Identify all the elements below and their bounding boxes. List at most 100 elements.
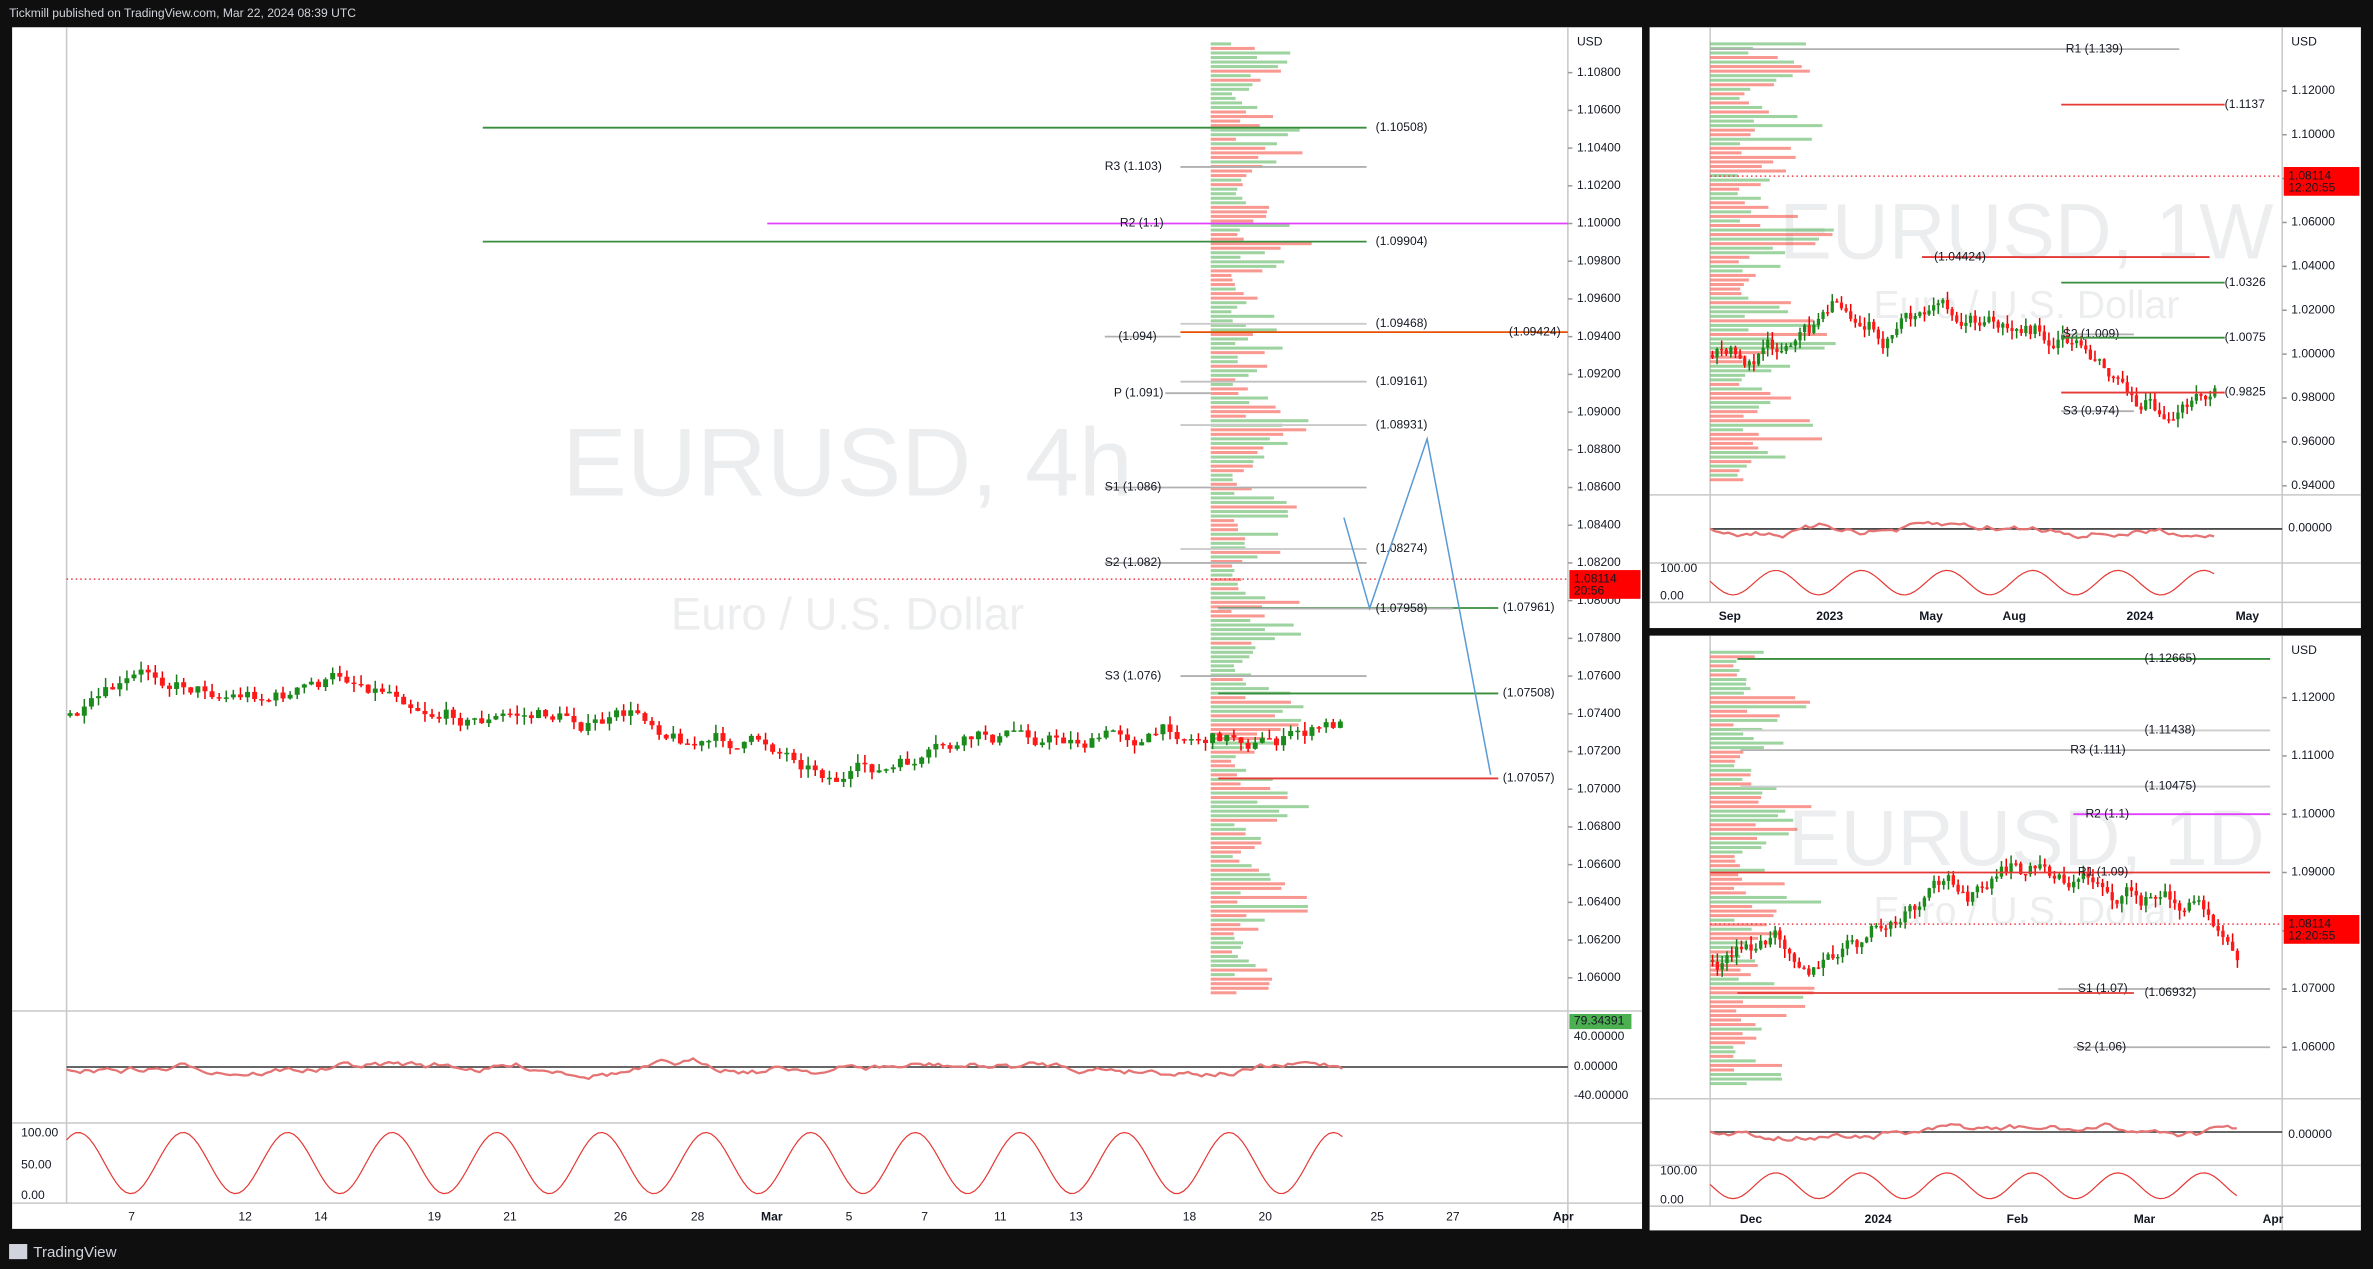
- volume-profile-bar: [1710, 369, 1772, 373]
- volume-profile-bar: [1210, 655, 1250, 659]
- volume-profile-bar: [1710, 151, 1742, 155]
- volume-profile-bar: [1210, 841, 1262, 845]
- candle-body: [2065, 334, 2069, 343]
- candle-body: [1885, 338, 1890, 349]
- volume-profile-bar: [1210, 264, 1277, 268]
- indicator-label: 40.00000: [1574, 1029, 1625, 1043]
- candle-body: [1768, 937, 1773, 945]
- date-label: 27: [1446, 1210, 1460, 1224]
- date-label: May: [1919, 609, 1943, 623]
- volume-profile-bar: [1210, 945, 1241, 949]
- volume-profile-bar: [1710, 255, 1750, 259]
- candle-body: [1858, 322, 1862, 327]
- candle-body: [1759, 940, 1763, 949]
- volume-profile-bar: [1710, 918, 1735, 922]
- volume-profile-bar: [1710, 968, 1741, 972]
- volume-profile-bar: [1210, 596, 1266, 600]
- header-text: Tickmill published on TradingView.com, M…: [9, 6, 356, 20]
- volume-profile-bar: [1210, 205, 1270, 209]
- candle-body: [2190, 400, 2194, 408]
- volume-profile-bar: [1710, 696, 1796, 700]
- volume-profile-bar: [1210, 782, 1241, 786]
- volume-profile-bar: [1210, 332, 1253, 336]
- volume-profile-bar: [1710, 836, 1758, 840]
- volume-profile-bar: [1210, 115, 1274, 119]
- date-label: 11: [994, 1210, 1007, 1224]
- volume-profile-bar: [1210, 469, 1244, 473]
- price-tick-label: 1.02000: [2291, 302, 2335, 316]
- candle-body: [883, 769, 889, 771]
- date-label: Dec: [1740, 1212, 1762, 1226]
- candle-body: [1730, 955, 1734, 957]
- candle-body: [1975, 886, 1980, 893]
- volume-profile-bar: [1710, 292, 1742, 296]
- candle-body: [649, 720, 655, 726]
- candle-body: [1945, 299, 1950, 310]
- volume-profile-bar: [1210, 555, 1258, 559]
- candle-body: [273, 692, 279, 701]
- description-watermark: Euro / U.S. Dollar: [671, 588, 1024, 639]
- candle-body: [1775, 348, 1779, 353]
- candle-body: [1811, 967, 1816, 975]
- candle-body: [1881, 338, 1885, 349]
- level-label: (1.0326: [2225, 275, 2266, 289]
- volume-profile-bar: [1210, 401, 1250, 405]
- candle-body: [1146, 733, 1152, 743]
- candle-body: [1803, 325, 1807, 333]
- volume-profile-bar: [1210, 60, 1288, 64]
- price-tick-label: 1.06200: [1577, 932, 1621, 946]
- candle-body: [1904, 313, 1908, 319]
- volume-profile-bar: [1710, 1036, 1757, 1040]
- symbol-watermark: EURUSD, 1W: [1779, 187, 2273, 275]
- candle-body: [266, 699, 272, 702]
- candle-body: [1770, 339, 1774, 349]
- volume-profile-bar: [1210, 228, 1240, 232]
- candle-body: [1872, 321, 1876, 330]
- volume-profile-bar: [1210, 219, 1254, 223]
- volume-profile-bar: [1210, 155, 1259, 159]
- volume-profile-bar: [1210, 664, 1234, 668]
- candle-body: [2091, 877, 2095, 883]
- candle-body: [287, 694, 293, 699]
- candle-body: [1922, 897, 1927, 907]
- candle-body: [656, 725, 662, 735]
- volume-profile-bar: [1710, 242, 1816, 246]
- candle-body: [2226, 937, 2230, 942]
- candle-body: [138, 669, 144, 675]
- volume-profile-bar: [1710, 264, 1781, 268]
- volume-profile-bar: [1210, 587, 1239, 591]
- candle-body: [2124, 887, 2129, 897]
- candle-body: [1739, 946, 1744, 950]
- candle-body: [379, 688, 385, 692]
- volume-profile-bar: [1710, 451, 1768, 455]
- volume-profile-bar: [1710, 124, 1823, 128]
- candle-body: [912, 763, 918, 766]
- volume-profile-bar: [1210, 764, 1235, 768]
- candle-body: [777, 751, 783, 754]
- volume-profile-bar: [1210, 196, 1243, 200]
- candle-body: [2177, 903, 2182, 911]
- volume-profile-bar: [1210, 550, 1281, 554]
- candle-body: [408, 704, 414, 709]
- price-tick-label: 1.07200: [1577, 744, 1621, 758]
- candle-body: [1181, 739, 1187, 741]
- volume-profile-bar: [1710, 782, 1752, 786]
- price-tick-label: 0.96000: [2291, 434, 2335, 448]
- candle-body: [1973, 315, 1977, 323]
- candle-body: [195, 686, 201, 693]
- candle-body: [2097, 359, 2102, 361]
- date-label: Apr: [2263, 1212, 2284, 1226]
- candle-body: [2086, 873, 2090, 878]
- volume-profile-bar: [1710, 60, 1794, 64]
- volume-profile-bar: [1710, 750, 1744, 754]
- candle-body: [2168, 891, 2172, 900]
- candle-body: [805, 765, 811, 770]
- candle-body: [2023, 873, 2028, 876]
- volume-profile-bar: [1210, 405, 1276, 409]
- price-tick-label: 1.08800: [1577, 442, 1621, 456]
- volume-profile-bar: [1210, 891, 1241, 895]
- volume-profile-bar: [1710, 378, 1742, 382]
- candle-body: [1096, 737, 1102, 740]
- candle-body: [2038, 325, 2042, 332]
- volume-profile-bar: [1710, 137, 1812, 141]
